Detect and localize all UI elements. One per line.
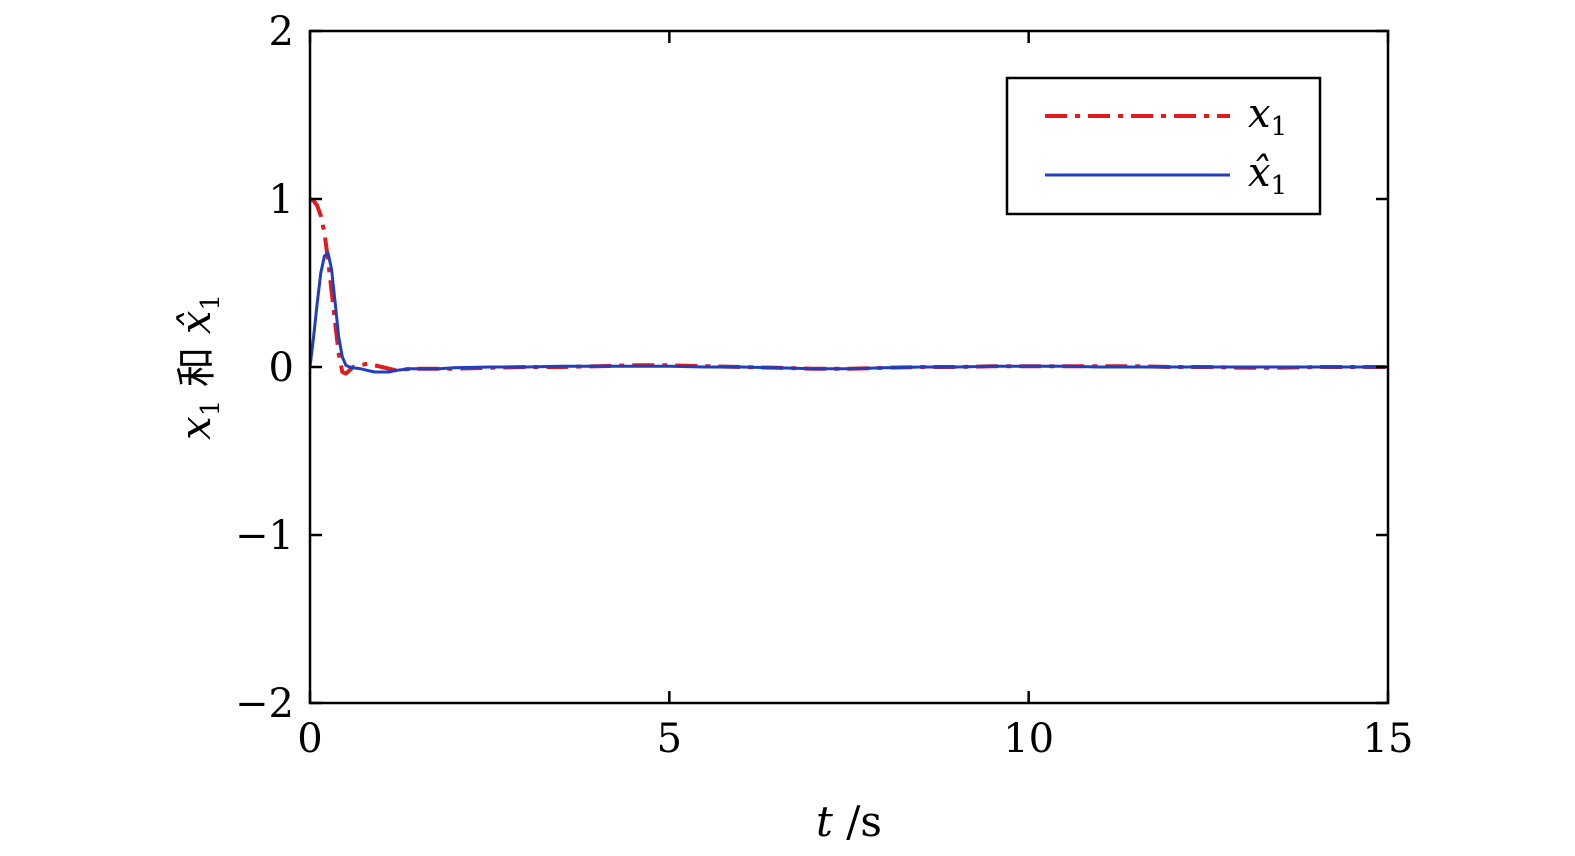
x-tick-label: 0: [297, 716, 322, 762]
x-axis-variable: t: [816, 797, 833, 846]
y-axis-conjunction: 和: [174, 334, 220, 399]
y-axis-label: x1 和 x̂1: [171, 294, 226, 440]
y-axis-sub1: 1: [196, 400, 226, 417]
tick-labels-group: 0 5 10 15 −2 −1 0 1 2: [235, 9, 1413, 762]
y-tick-label: 2: [269, 9, 294, 55]
x-tick-label: 15: [1363, 716, 1414, 762]
legend-box: [1005, 76, 1322, 216]
y-tick-label: −1: [235, 513, 294, 559]
legend: x1 x̂1: [1005, 76, 1322, 216]
y-tick-label: 0: [269, 345, 294, 391]
ticks-group: [308, 29, 1390, 705]
x-axis-label: t /s: [816, 797, 882, 846]
x-tick-label: 10: [1003, 716, 1054, 762]
series-line-x1: [310, 197, 1388, 376]
y-tick-label: −2: [235, 681, 294, 727]
legend-label-x1: x1: [1248, 91, 1287, 142]
y-axis-var2: x̂: [171, 310, 220, 334]
y-axis-var1: x: [171, 416, 220, 440]
legend-label-x1-hat: x̂1: [1248, 150, 1287, 201]
y-tick-label: 1: [269, 177, 294, 223]
y-axis-sub2: 1: [196, 294, 226, 311]
x-tick-label: 5: [657, 716, 682, 762]
series-group: [310, 197, 1388, 376]
series-line-x1-hat: [310, 251, 1388, 374]
x-axis-unit: /s: [833, 797, 882, 846]
